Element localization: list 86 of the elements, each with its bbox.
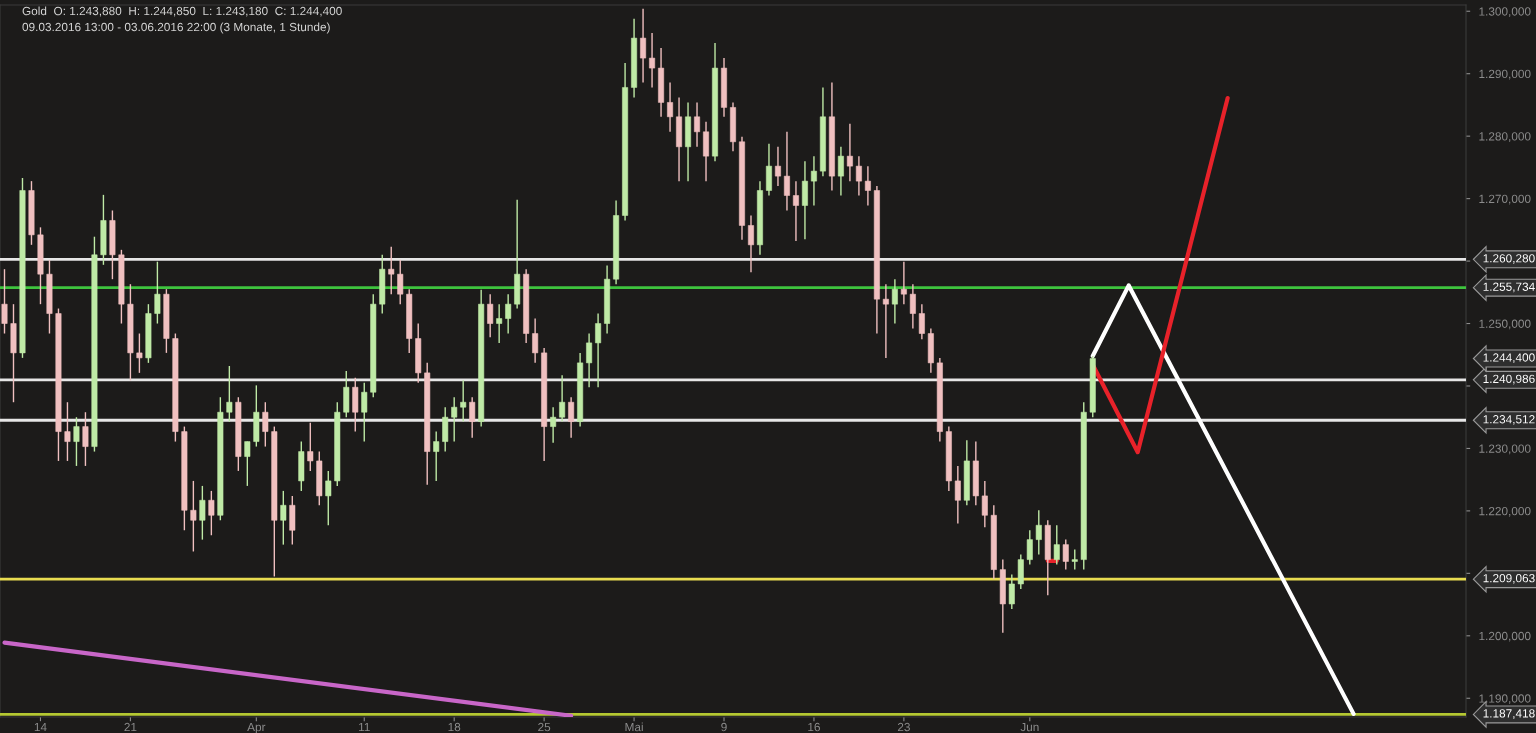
candlestick (954, 465, 961, 525)
candlestick (469, 396, 476, 439)
candlestick (397, 259, 404, 305)
x-tick-label: 25 (538, 722, 551, 732)
candlestick (882, 283, 889, 359)
candlestick (244, 440, 251, 487)
candlestick (586, 332, 593, 388)
candlestick (190, 480, 197, 553)
x-tick-label: 16 (808, 722, 820, 732)
candlestick (532, 317, 539, 364)
candlestick (460, 379, 467, 423)
candlestick (73, 416, 80, 467)
candlestick (792, 180, 799, 242)
x-tick-label: 14 (34, 722, 47, 732)
candlestick (199, 485, 206, 541)
candlestick (909, 283, 916, 330)
text: 09.03.2016 13:00 - 03.06.2016 22:00 (3 Monate, 1 Stunde) (22, 22, 330, 34)
candlestick (136, 332, 143, 374)
ref-line-label: 1.240,986 (1483, 374, 1535, 385)
candlestick (595, 312, 602, 388)
candlestick (388, 246, 395, 295)
candlestick (154, 260, 161, 325)
candlestick (1, 268, 8, 335)
candlestick (783, 131, 790, 212)
candlestick (262, 401, 269, 448)
candlestick (918, 303, 925, 340)
candlestick (82, 411, 89, 467)
x-tick-label: 21 (124, 722, 137, 732)
x-tick-label: Apr (247, 722, 266, 733)
candlestick (900, 260, 907, 305)
candlestick (810, 155, 817, 207)
candlestick (837, 146, 844, 197)
candlestick (568, 396, 575, 439)
candlestick (559, 374, 566, 423)
candlestick (774, 146, 781, 187)
candlestick (855, 155, 862, 197)
candlestick (1071, 548, 1078, 571)
x-tick-label: 18 (448, 722, 461, 732)
candlestick (846, 122, 853, 182)
chart-title: Gold O: 1.243,880 H: 1.244,850 L: 1.243,180 C: 1.244,400 (22, 6, 342, 17)
candlestick (1008, 573, 1015, 610)
candlestick (694, 101, 700, 148)
candlestick (550, 406, 557, 444)
candlestick (451, 396, 458, 443)
y-tick-label: 1.280,000 (1479, 132, 1531, 142)
x-tick-label: Mai (625, 722, 643, 732)
candlestick (280, 490, 287, 546)
candlestick (64, 401, 71, 462)
x-tick-label: 23 (897, 722, 910, 732)
candlestick (433, 430, 440, 482)
candlestick (1062, 538, 1069, 571)
y-tick-label: 1.300,000 (1479, 7, 1531, 18)
candlestick (1053, 524, 1060, 566)
text: 1.244,400 (1483, 353, 1535, 364)
y-tick-label: 1.190,000 (1479, 694, 1531, 705)
ref-line-label: 1.209,063 (1483, 574, 1535, 584)
y-tick-label: 1.250,000 (1479, 319, 1531, 330)
candlestick (981, 480, 988, 528)
x-tick-label: 9 (721, 722, 727, 732)
candlestick (505, 293, 512, 335)
ref-line-label: 1.260,280 (1483, 254, 1535, 264)
x-tick-label: 11 (359, 722, 370, 732)
y-tick-label: 1.220,000 (1479, 506, 1531, 517)
candlestick (891, 278, 898, 325)
candlestick (748, 214, 754, 274)
candlestick (307, 422, 314, 472)
y-tick-label: 1.270,000 (1479, 194, 1531, 205)
candlestick (496, 303, 503, 344)
candlestick (1026, 529, 1033, 566)
candlestick (667, 81, 674, 133)
ref-line-label: 1.255,734 (1483, 282, 1535, 293)
candlestick (226, 365, 233, 423)
y-tick-label: 1.230,000 (1479, 444, 1531, 455)
y-tick-label: 1.200,000 (1479, 631, 1531, 642)
candlestick (1035, 509, 1042, 556)
ref-line-label: 1.187,418 (1483, 709, 1535, 719)
ref-line-label: 1.234,512 (1483, 415, 1535, 425)
candlestick (649, 32, 656, 89)
candlestick (487, 293, 494, 338)
candlestick (640, 8, 647, 84)
y-tick-label: 1.290,000 (1479, 69, 1531, 80)
x-tick-label: Jun (1020, 722, 1039, 732)
candlestick (325, 470, 332, 526)
candlestick (361, 382, 368, 443)
candlestick (864, 165, 871, 207)
candlestick (208, 490, 215, 536)
